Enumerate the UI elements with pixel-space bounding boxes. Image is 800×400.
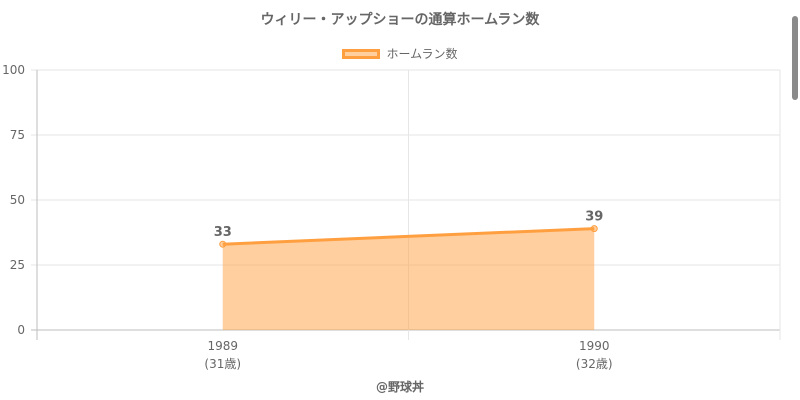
- y-tick-label: 0: [17, 323, 25, 337]
- data-label: 33: [214, 225, 232, 240]
- data-labels: 33 39: [214, 210, 604, 241]
- x-axis: 1989 (31歳) 1990 (32歳): [204, 339, 612, 371]
- data-label: 39: [585, 210, 603, 225]
- data-point: [590, 225, 598, 233]
- y-tick-label: 50: [10, 193, 25, 207]
- data-point: [219, 240, 227, 248]
- x-tick-sublabel: (31歳): [204, 357, 241, 371]
- series-line: [222, 227, 595, 246]
- x-tick-sublabel: (32歳): [576, 357, 613, 371]
- x-tick-label: 1990: [579, 339, 610, 353]
- scrollbar[interactable]: [792, 16, 798, 100]
- chart-title: ウィリー・アップショーの通算ホームラン数: [260, 12, 540, 28]
- legend-swatch-icon: [342, 48, 381, 59]
- y-tick-label: 75: [10, 128, 25, 142]
- legend[interactable]: ホームラン数: [0, 45, 800, 62]
- y-axis: 0 25 50 75 100: [2, 63, 25, 337]
- legend-label: ホームラン数: [386, 47, 458, 61]
- y-tick-label: 100: [2, 63, 25, 77]
- series-group: [219, 225, 598, 330]
- credit-text: @野球丼: [375, 380, 424, 394]
- x-tick-label: 1989: [207, 339, 238, 353]
- series-area: [222, 228, 595, 330]
- y-tick-label: 25: [10, 258, 25, 272]
